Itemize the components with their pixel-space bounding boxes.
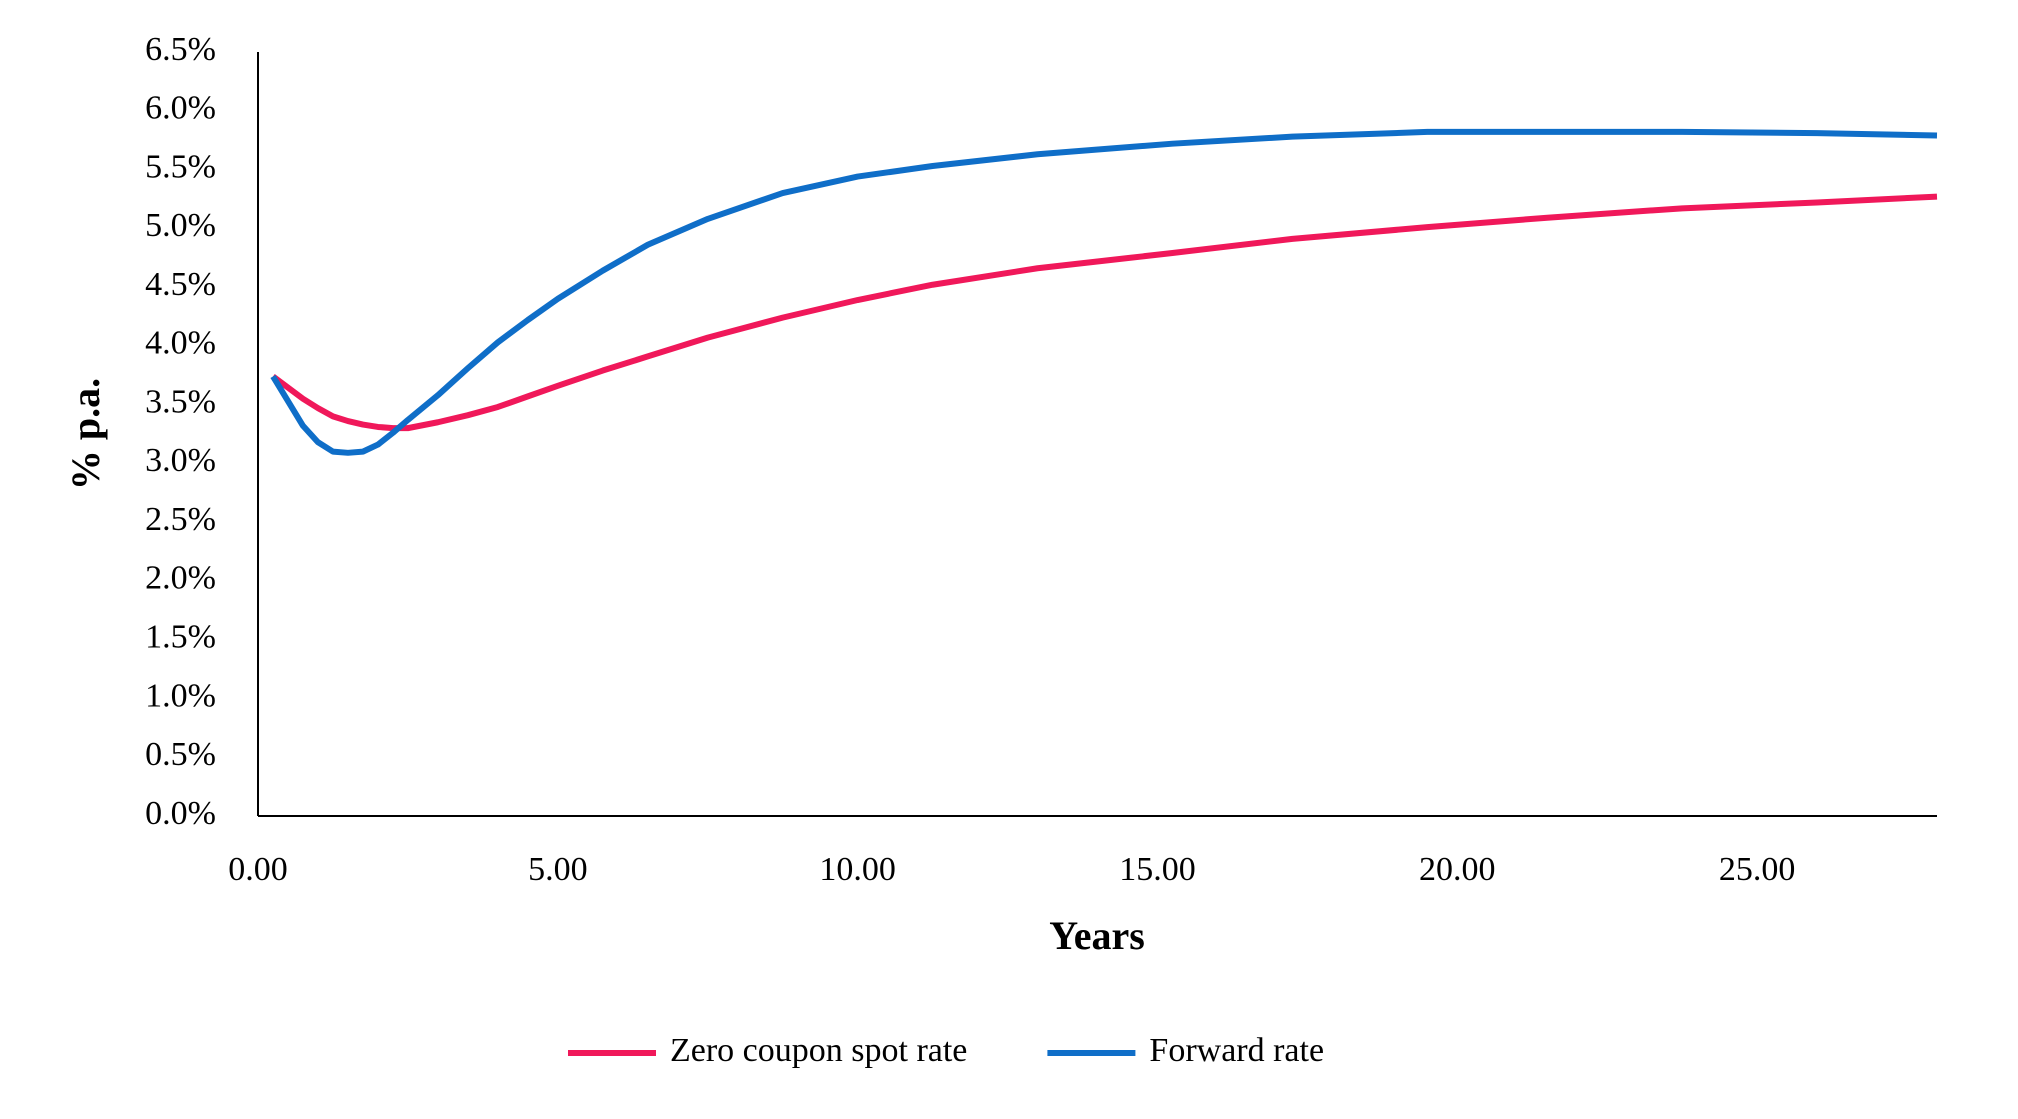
x-tick-label: 25.00 [1719,851,1796,888]
x-tick-label: 10.00 [819,851,896,888]
y-tick-label: 1.0% [145,677,216,714]
legend-label: Zero coupon spot rate [670,1032,967,1069]
y-tick-label: 4.5% [145,266,216,303]
y-tick-label: 0.0% [145,795,216,832]
y-tick-label: 0.5% [145,736,216,773]
legend-label: Forward rate [1149,1032,1324,1069]
y-axis-title: % p.a. [63,378,108,490]
series-line [271,193,1938,432]
y-tick-label: 4.0% [145,325,216,362]
y-tick-label: 3.5% [145,383,216,420]
y-tick-label: 2.5% [145,501,216,538]
y-tick-label: 3.0% [145,442,216,479]
y-tick-label: 5.5% [145,148,216,185]
y-tick-label: 5.0% [145,207,216,244]
x-tick-label: 20.00 [1419,851,1496,888]
y-tick-label: 2.0% [145,560,216,597]
x-tick-label: 5.00 [528,851,588,888]
y-tick-label: 1.5% [145,618,216,655]
x-tick-label: 15.00 [1119,851,1196,888]
series-line [270,128,1938,456]
y-tick-label: 6.0% [145,90,216,127]
y-tick-label: 6.5% [145,31,216,68]
x-axis-title: Years [1049,913,1145,958]
x-tick-label: 0.00 [228,851,288,888]
